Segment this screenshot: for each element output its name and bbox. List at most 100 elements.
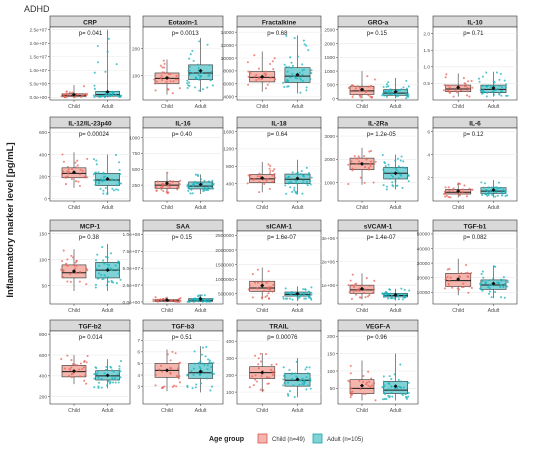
adult-point — [309, 387, 312, 390]
y-tick-label: 2.5e+07 — [30, 28, 48, 34]
panel-svcam-1: sVCAM-1 1e+06 2e+06 3e+06 p= 1.4e-07 Child Adu… — [322, 219, 419, 314]
child-point — [165, 80, 168, 84]
child-point — [273, 168, 276, 171]
adult-point — [295, 182, 298, 185]
adult-point — [207, 358, 210, 361]
adult-point — [287, 381, 290, 384]
child-point — [461, 188, 465, 191]
child-point — [175, 374, 179, 377]
adult-point — [481, 92, 484, 95]
child-point — [256, 268, 259, 271]
adult-point — [291, 190, 294, 193]
adult-point — [111, 187, 114, 190]
child-point — [248, 284, 251, 287]
adult-point — [115, 188, 118, 191]
adult-point — [109, 95, 112, 98]
adult-point — [393, 93, 397, 96]
child-point — [467, 275, 470, 278]
adult-point — [283, 63, 286, 66]
adult-point — [390, 171, 393, 174]
p-value-label: p= 0.96 — [367, 335, 388, 341]
adult-point — [201, 88, 205, 91]
child-point — [79, 270, 82, 274]
child-point — [459, 89, 463, 92]
adult-point — [296, 173, 299, 176]
child-point — [364, 90, 367, 94]
child-point — [266, 83, 269, 86]
child-point — [251, 375, 254, 378]
adult-point — [301, 79, 304, 83]
child-point — [168, 186, 171, 189]
child-point — [161, 78, 164, 82]
child-mean-marker — [260, 283, 265, 288]
adult-point — [289, 186, 292, 189]
p-value-label: p= 0.041 — [79, 31, 103, 37]
adult-point — [103, 262, 106, 265]
panel-fractalkine: Fractalkine 4000 6000 8000 10000 12000 14000 p=… — [221, 15, 322, 110]
adult-point — [187, 300, 190, 303]
adult-point — [390, 391, 393, 395]
child-point — [160, 74, 163, 77]
child-point — [349, 391, 353, 394]
child-point — [446, 268, 449, 271]
adult-point — [103, 95, 106, 98]
y-tick-label: 800 — [226, 164, 234, 170]
panel-title: IL-2Ra — [368, 120, 388, 127]
y-tick-label: 1000 — [324, 69, 335, 75]
child-point — [263, 182, 266, 186]
child-point — [71, 168, 74, 171]
adult-point — [390, 173, 393, 177]
child-point — [447, 282, 450, 285]
child-point — [351, 169, 354, 172]
child-point — [254, 378, 257, 381]
child-point — [73, 264, 76, 267]
child-point — [447, 196, 450, 199]
adult-point — [95, 163, 98, 166]
child-point — [467, 80, 470, 83]
child-point — [154, 89, 157, 92]
y-tick-label: 600 — [39, 353, 47, 359]
panel-title: CRP — [83, 19, 97, 26]
adult-point — [500, 86, 504, 89]
y-tick-label: 2.0 — [423, 31, 430, 37]
adult-point — [207, 186, 210, 189]
y-tick-label: 0.0e+00 — [123, 300, 141, 306]
adult-point — [488, 287, 491, 290]
child-point — [263, 72, 266, 75]
child-point — [160, 386, 163, 390]
adult-point — [305, 44, 308, 47]
adult-point — [294, 294, 297, 297]
child-mean-marker — [360, 286, 364, 291]
child-point — [264, 295, 267, 299]
child-point — [351, 167, 354, 170]
x-tick-label-adult: Adult — [488, 104, 500, 110]
child-point — [271, 374, 275, 377]
adult-point — [391, 181, 394, 184]
child-point — [249, 72, 252, 75]
child-point — [247, 83, 250, 86]
child-point — [362, 155, 366, 158]
adult-point — [282, 384, 285, 387]
adult-point — [282, 378, 285, 381]
adult-point — [296, 171, 299, 174]
adult-point — [102, 171, 105, 174]
child-point — [68, 91, 71, 94]
adult-point — [207, 298, 211, 301]
adult-point — [385, 85, 388, 88]
adult-point — [211, 84, 214, 87]
adult-point — [498, 187, 501, 190]
p-value-label: p= 0.00024 — [79, 132, 110, 138]
adult-point — [306, 384, 309, 387]
child-point — [272, 68, 275, 71]
panel-title: sVCAM-1 — [364, 223, 393, 230]
adult-point — [286, 297, 289, 300]
adult-point — [386, 91, 390, 94]
adult-point — [102, 277, 105, 280]
child-point — [83, 359, 86, 362]
x-tick-label-adult: Adult — [390, 408, 402, 414]
child-point — [82, 85, 85, 88]
adult-point — [304, 368, 307, 371]
adult-point — [490, 296, 493, 299]
adult-point — [286, 70, 289, 73]
adult-point — [189, 53, 192, 56]
